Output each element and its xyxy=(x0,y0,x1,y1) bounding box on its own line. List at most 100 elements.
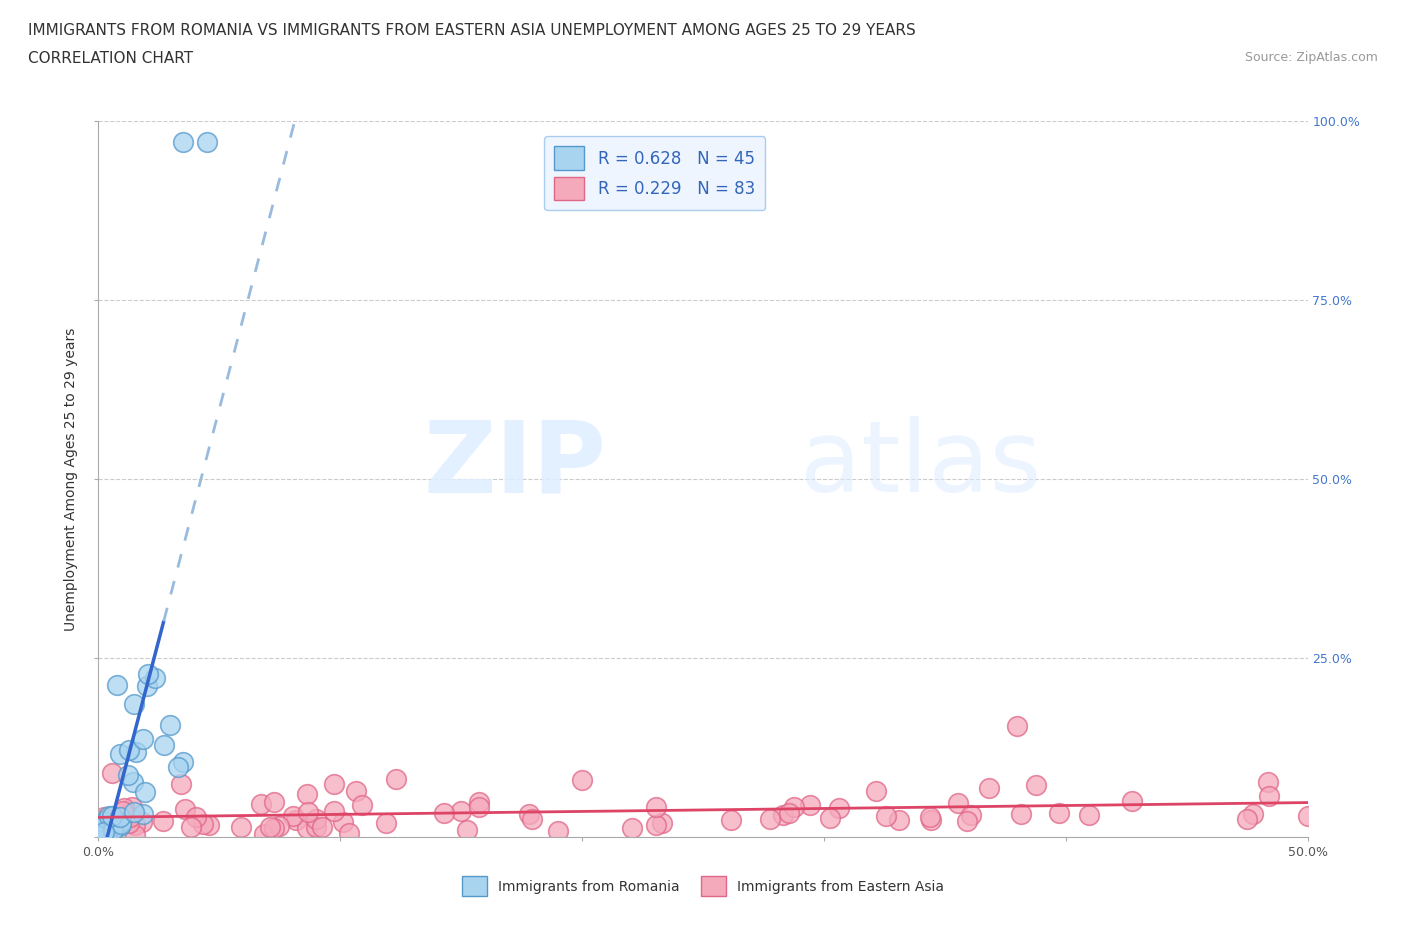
Point xyxy=(1010,806,1032,821)
Point xyxy=(645,800,668,815)
Point xyxy=(117,742,139,757)
Point xyxy=(305,819,328,834)
Point xyxy=(295,820,318,835)
Point xyxy=(134,784,156,799)
Point xyxy=(87,829,110,844)
Point xyxy=(1257,775,1279,790)
Point xyxy=(89,829,111,844)
Point xyxy=(450,804,472,818)
Point xyxy=(322,777,344,792)
Point xyxy=(120,810,142,825)
Point xyxy=(97,824,120,839)
Point xyxy=(263,795,285,810)
Point xyxy=(644,817,666,832)
Point xyxy=(107,814,129,829)
Point xyxy=(172,755,194,770)
Point xyxy=(110,818,132,833)
Point xyxy=(89,824,111,839)
Point xyxy=(865,784,887,799)
Point xyxy=(250,796,273,811)
Point xyxy=(467,800,489,815)
Point xyxy=(131,815,153,830)
Point xyxy=(100,809,122,824)
Point xyxy=(198,817,221,832)
Point xyxy=(159,718,181,733)
Point xyxy=(799,798,821,813)
Text: ZIP: ZIP xyxy=(423,416,606,513)
Point xyxy=(959,807,981,822)
Point xyxy=(259,820,281,835)
Text: atlas: atlas xyxy=(800,416,1042,513)
Point xyxy=(153,738,176,753)
Point xyxy=(98,817,121,831)
Point xyxy=(1047,805,1070,820)
Point xyxy=(1296,808,1319,823)
Point xyxy=(125,745,148,760)
Point xyxy=(112,800,135,815)
Point xyxy=(101,765,124,780)
Point xyxy=(1077,807,1099,822)
Point xyxy=(344,784,367,799)
Point xyxy=(547,824,569,839)
Point xyxy=(1236,812,1258,827)
Point xyxy=(180,819,202,834)
Point xyxy=(385,771,408,786)
Point xyxy=(124,828,146,843)
Legend: Immigrants from Romania, Immigrants from Eastern Asia: Immigrants from Romania, Immigrants from… xyxy=(457,870,949,902)
Point xyxy=(920,813,942,828)
Point xyxy=(136,667,159,682)
Point xyxy=(93,815,115,830)
Point xyxy=(117,768,139,783)
Point xyxy=(783,800,806,815)
Point xyxy=(374,816,396,830)
Point xyxy=(267,818,290,833)
Point xyxy=(828,801,851,816)
Point xyxy=(110,817,132,831)
Point xyxy=(172,135,194,150)
Point xyxy=(89,823,111,838)
Point xyxy=(875,808,897,823)
Point xyxy=(517,806,540,821)
Point xyxy=(467,794,489,809)
Point xyxy=(571,772,593,787)
Point xyxy=(456,823,478,838)
Point xyxy=(93,809,115,824)
Point xyxy=(1258,789,1281,804)
Point xyxy=(93,819,115,834)
Point xyxy=(110,809,132,824)
Point xyxy=(91,813,114,828)
Point xyxy=(311,819,333,834)
Point xyxy=(121,800,143,815)
Point xyxy=(174,802,197,817)
Point xyxy=(758,811,780,826)
Point xyxy=(920,809,942,824)
Point xyxy=(90,819,112,834)
Point xyxy=(253,827,276,842)
Point xyxy=(887,813,910,828)
Point xyxy=(229,820,252,835)
Y-axis label: Unemployment Among Ages 25 to 29 years: Unemployment Among Ages 25 to 29 years xyxy=(65,327,79,631)
Point xyxy=(110,815,132,830)
Point xyxy=(184,810,207,825)
Point xyxy=(1241,806,1264,821)
Point xyxy=(98,809,121,824)
Point xyxy=(94,827,117,842)
Point xyxy=(1121,793,1143,808)
Point xyxy=(122,805,145,820)
Point xyxy=(946,796,969,811)
Point xyxy=(818,811,841,826)
Point xyxy=(720,813,742,828)
Point xyxy=(263,820,285,835)
Point xyxy=(91,830,114,844)
Point xyxy=(170,777,193,791)
Point xyxy=(167,759,190,774)
Point xyxy=(135,679,157,694)
Point xyxy=(101,823,124,838)
Text: IMMIGRANTS FROM ROMANIA VS IMMIGRANTS FROM EASTERN ASIA UNEMPLOYMENT AMONG AGES : IMMIGRANTS FROM ROMANIA VS IMMIGRANTS FR… xyxy=(28,23,915,38)
Point xyxy=(132,806,155,821)
Point xyxy=(352,798,374,813)
Text: CORRELATION CHART: CORRELATION CHART xyxy=(28,51,193,66)
Point xyxy=(152,814,174,829)
Point xyxy=(1007,719,1029,734)
Point xyxy=(281,809,304,824)
